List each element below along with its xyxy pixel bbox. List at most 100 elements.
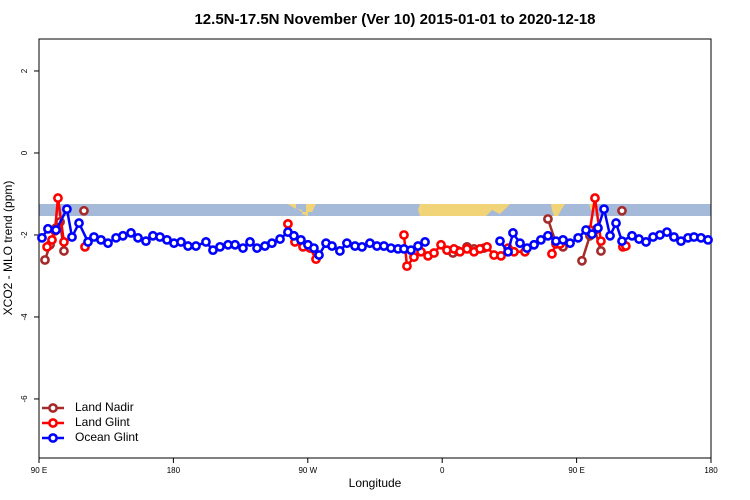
y-tick-label: 2: [20, 68, 29, 73]
point: [399, 230, 409, 240]
point: [357, 241, 367, 252]
point: [141, 236, 151, 247]
point: [599, 204, 609, 215]
point: [51, 225, 61, 235]
x-tick-label: 180: [704, 466, 718, 475]
land-patch: [551, 204, 565, 216]
point: [587, 229, 597, 240]
point: [53, 193, 63, 203]
point: [327, 241, 337, 251]
ocean-strip: [39, 204, 711, 216]
x-tick-label: 90 W: [298, 466, 317, 475]
point: [495, 236, 505, 247]
point: [496, 250, 506, 261]
point: [289, 230, 299, 241]
point: [40, 255, 50, 265]
point: [183, 241, 193, 251]
point: [429, 248, 439, 258]
y-tick-label: 0: [20, 150, 29, 155]
point: [335, 246, 345, 256]
point: [83, 237, 93, 247]
legend-marker: [48, 403, 58, 413]
point: [573, 232, 583, 243]
point: [617, 205, 627, 216]
point: [133, 232, 143, 243]
point: [67, 232, 77, 242]
point: [565, 238, 575, 249]
point: [577, 255, 587, 266]
point: [413, 241, 423, 251]
point: [59, 237, 69, 247]
point: [238, 243, 248, 253]
map-strip: [39, 204, 711, 216]
x-tick-label: 90 E: [568, 466, 584, 475]
point: [118, 230, 128, 241]
point: [275, 234, 285, 244]
point: [436, 239, 446, 250]
point: [590, 193, 600, 203]
point: [596, 236, 606, 247]
point: [201, 237, 211, 247]
point: [176, 237, 186, 247]
point: [508, 228, 518, 238]
point: [342, 238, 352, 249]
point: [215, 241, 225, 252]
legend-marker: [48, 433, 58, 443]
point: [529, 239, 539, 250]
point: [103, 238, 113, 249]
x-axis-label: Longitude: [349, 476, 402, 490]
point: [515, 238, 525, 249]
chart-title: 12.5N-17.5N November (Ver 10) 2015-01-01…: [194, 11, 595, 28]
point: [703, 234, 713, 245]
y-tick-label: -4: [20, 313, 29, 321]
land-patch: [288, 204, 316, 216]
point: [669, 232, 679, 242]
point: [536, 234, 546, 245]
point: [79, 205, 89, 216]
land-patch: [418, 204, 510, 216]
point: [406, 245, 416, 256]
legend-label: Ocean Glint: [75, 430, 139, 444]
point: [42, 241, 52, 252]
point: [43, 223, 53, 234]
legend-label: Land Nadir: [75, 400, 134, 414]
y-tick-label: -6: [20, 395, 29, 403]
point: [543, 230, 553, 241]
point: [596, 246, 606, 256]
point: [62, 204, 72, 215]
point: [547, 248, 557, 259]
y-tick-label: -2: [20, 231, 29, 239]
point: [37, 232, 47, 243]
point: [482, 241, 492, 252]
legend-label: Land Glint: [75, 415, 130, 429]
series: [37, 204, 713, 260]
point: [503, 246, 513, 257]
point: [191, 241, 201, 251]
point: [74, 218, 84, 228]
x-tick-label: 0: [440, 466, 445, 475]
point: [662, 227, 672, 238]
point: [296, 234, 306, 245]
point: [593, 223, 603, 233]
point: [252, 243, 262, 253]
point: [126, 228, 136, 238]
point: [420, 237, 430, 247]
point: [59, 246, 69, 256]
point: [605, 230, 615, 241]
point: [230, 239, 240, 250]
y-axis-label: XCO2 - MLO trend (ppm): [1, 181, 15, 316]
x-tick-label: 90 E: [31, 466, 47, 475]
point: [47, 234, 57, 245]
point: [314, 250, 324, 260]
point: [402, 261, 412, 272]
point: [283, 219, 293, 229]
legend-marker: [48, 418, 58, 428]
point: [611, 218, 621, 228]
x-tick-label: 180: [167, 466, 181, 475]
point: [245, 237, 255, 247]
point: [617, 236, 627, 247]
point: [543, 214, 553, 224]
plot-frame: [38, 38, 712, 459]
